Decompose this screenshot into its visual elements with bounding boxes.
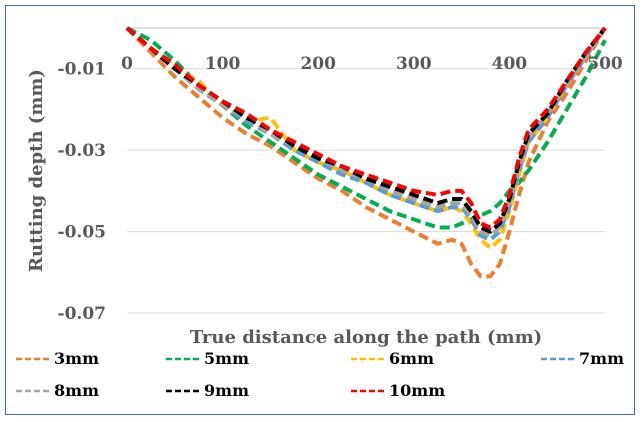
legend: 3mm 5mm 6mm 7mm 8mm 9mm 10mm xyxy=(16,349,624,400)
legend-label-6mm: 6mm xyxy=(389,349,434,368)
legend-label-5mm: 5mm xyxy=(204,349,249,368)
series-line-8mm xyxy=(125,26,607,238)
y-axis-title: Rutting depth (mm) xyxy=(26,69,47,272)
legend-label-3mm: 3mm xyxy=(54,349,99,368)
x-axis-title: True distance along the path (mm) xyxy=(190,327,542,348)
y-tick-label: -0.07 xyxy=(58,304,106,324)
x-tick-label: 200 xyxy=(300,54,336,74)
y-tick-labels: -0.01 -0.03 -0.05 -0.07 xyxy=(58,60,106,324)
x-tick-label: 0 xyxy=(121,54,133,74)
x-tick-label: 300 xyxy=(396,54,432,74)
legend-label-8mm: 8mm xyxy=(54,381,99,400)
series-line-9mm xyxy=(125,26,607,234)
y-tick-label: -0.01 xyxy=(58,60,106,80)
legend-label-7mm: 7mm xyxy=(579,349,624,368)
line-chart: -0.01 -0.03 -0.05 -0.07 0 100 200 300 400 500 Ru… xyxy=(16,26,624,400)
x-tick-label: 100 xyxy=(205,54,241,74)
y-tick-label: -0.03 xyxy=(58,141,106,161)
y-tick-label: -0.05 xyxy=(58,223,106,243)
gridlines xyxy=(127,68,605,314)
series-line-3mm xyxy=(125,26,607,279)
x-tick-label: 500 xyxy=(587,54,623,74)
series-line-10mm xyxy=(125,26,607,230)
series-line-7mm xyxy=(125,26,607,242)
x-tick-labels: 0 100 200 300 400 500 xyxy=(121,54,623,74)
legend-label-9mm: 9mm xyxy=(204,381,249,400)
legend-label-10mm: 10mm xyxy=(389,381,445,400)
series-group xyxy=(125,26,607,279)
x-tick-label: 400 xyxy=(492,54,528,74)
chart-frame: -0.01 -0.03 -0.05 -0.07 0 100 200 300 400 500 Ru… xyxy=(5,5,635,415)
